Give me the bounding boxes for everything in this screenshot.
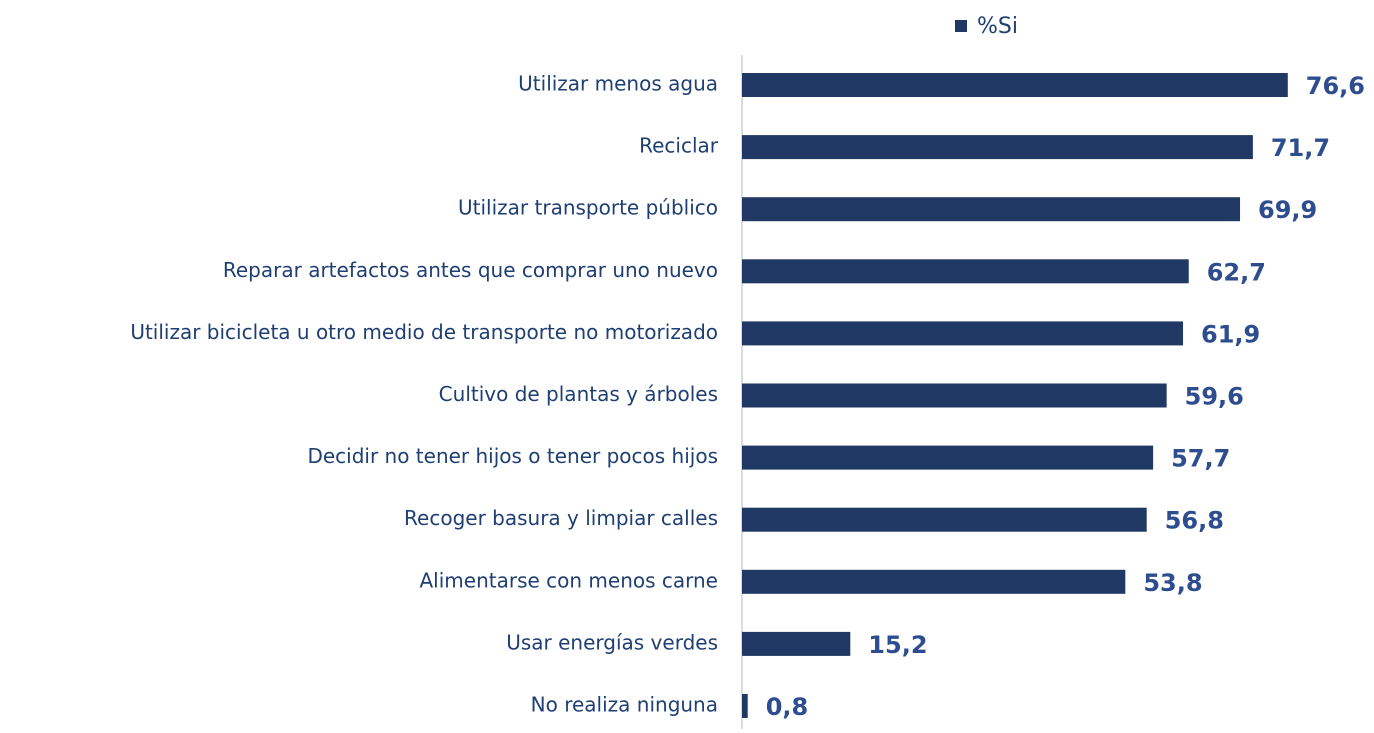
value-label: 53,8: [1143, 569, 1202, 597]
bar: [742, 445, 1154, 470]
value-label: 76,6: [1306, 72, 1365, 100]
y-tick-label: Utilizar menos agua: [518, 72, 718, 96]
y-tick-label: No realiza ninguna: [531, 693, 718, 717]
y-tick-label: Decidir no tener hijos o tener pocos hij…: [307, 444, 718, 468]
value-label: 0,8: [766, 693, 809, 721]
bar: [742, 197, 1241, 222]
bar: [742, 259, 1189, 284]
bar: [742, 694, 748, 718]
value-label: 61,9: [1201, 320, 1260, 348]
y-tick-label: Reparar artefactos antes que comprar uno…: [223, 258, 718, 282]
legend-swatch: [955, 20, 967, 32]
value-label: 56,8: [1165, 507, 1224, 535]
bar: [742, 321, 1184, 346]
y-tick-label: Reciclar: [639, 134, 719, 158]
y-tick-label: Utilizar bicicleta u otro medio de trans…: [130, 320, 718, 344]
bar: [742, 73, 1288, 97]
bar: [742, 631, 851, 656]
value-label: 57,7: [1171, 445, 1230, 473]
y-tick-label: Usar energías verdes: [506, 630, 718, 654]
value-label: 69,9: [1258, 196, 1317, 224]
bar: [742, 569, 1126, 594]
bar: [742, 135, 1253, 160]
value-label: 71,7: [1271, 134, 1330, 162]
bar: [742, 383, 1167, 408]
y-tick-label: Cultivo de plantas y árboles: [439, 382, 718, 406]
y-tick-label: Alimentarse con menos carne: [419, 568, 718, 592]
value-label: 59,6: [1185, 383, 1244, 411]
legend-label: %Si: [977, 14, 1018, 39]
y-tick-label: Utilizar transporte público: [458, 196, 718, 220]
value-label: 15,2: [868, 631, 927, 659]
y-tick-label: Recoger basura y limpiar calles: [404, 506, 718, 530]
bar: [742, 507, 1147, 532]
value-label: 62,7: [1207, 258, 1266, 286]
